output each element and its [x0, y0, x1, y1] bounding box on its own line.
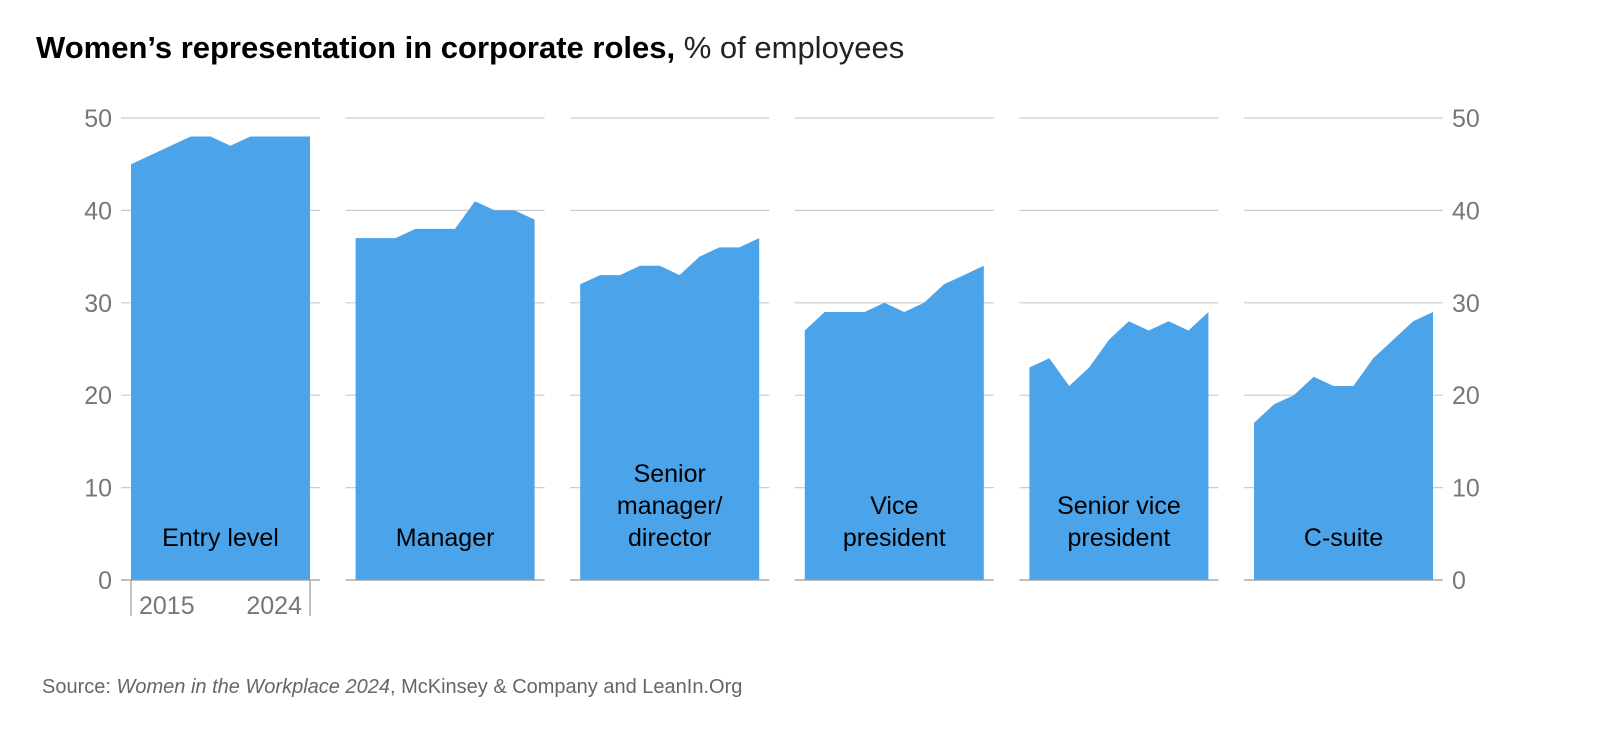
series-label: Senior vice — [1057, 492, 1181, 520]
y-tick-label-right: 30 — [1452, 290, 1480, 318]
series-label: Vice — [870, 492, 918, 520]
area-senior-vice-president — [1029, 312, 1209, 580]
y-tick-label-right: 50 — [1452, 105, 1480, 133]
area-entry-level — [131, 136, 310, 580]
y-tick-label-left: 20 — [84, 382, 112, 410]
chart-title: Women’s representation in corporate role… — [36, 28, 904, 68]
series-labels: Entry level Manager Senior manager/director… — [162, 460, 1383, 552]
series-areas — [131, 136, 1433, 580]
series-label: Manager — [396, 524, 495, 552]
chart-area: Entry level Manager Senior manager/director… — [84, 105, 1480, 620]
y-tick-label-right: 40 — [1452, 197, 1480, 225]
axes: 0 0 10 10 20 20 30 30 40 40 50 50 2015 2024 — [84, 105, 1480, 620]
series-label: C-suite — [1304, 524, 1383, 552]
y-tick-label-left: 40 — [84, 197, 112, 225]
y-tick-label-right: 0 — [1452, 567, 1466, 595]
area-c-suite — [1254, 312, 1433, 580]
series-label: director — [628, 524, 711, 552]
y-tick-label-left: 30 — [84, 290, 112, 318]
y-tick-label-left: 0 — [98, 567, 112, 595]
source-prefix: Source: — [42, 676, 117, 698]
series-label: manager/ — [617, 492, 723, 520]
area-senior-manager-director — [580, 238, 760, 580]
source-suffix: , McKinsey & Company and LeanIn.Org — [389, 676, 743, 698]
series-label: president — [1067, 524, 1170, 552]
x-tick-label: 2015 — [139, 592, 195, 620]
gridlines — [121, 117, 1443, 489]
y-tick-label-right: 20 — [1452, 382, 1480, 410]
series-label: Entry level — [162, 524, 279, 552]
area-vice-president — [804, 265, 984, 580]
x-tick-label: 2024 — [246, 592, 302, 620]
y-tick-label-left: 10 — [84, 475, 112, 503]
chart-title-unit: % of employees — [683, 30, 905, 65]
source-publication: Women in the Workplace 2024 — [116, 676, 390, 698]
y-tick-label-left: 50 — [84, 105, 112, 133]
source-note: Source: Women in the Workplace 2024, McK… — [42, 676, 742, 699]
series-label: president — [843, 524, 946, 552]
y-tick-label-right: 10 — [1452, 475, 1480, 503]
area-manager — [355, 201, 535, 580]
series-label: Senior — [634, 460, 706, 488]
chart-title-bold: Women’s representation in corporate role… — [36, 30, 676, 65]
